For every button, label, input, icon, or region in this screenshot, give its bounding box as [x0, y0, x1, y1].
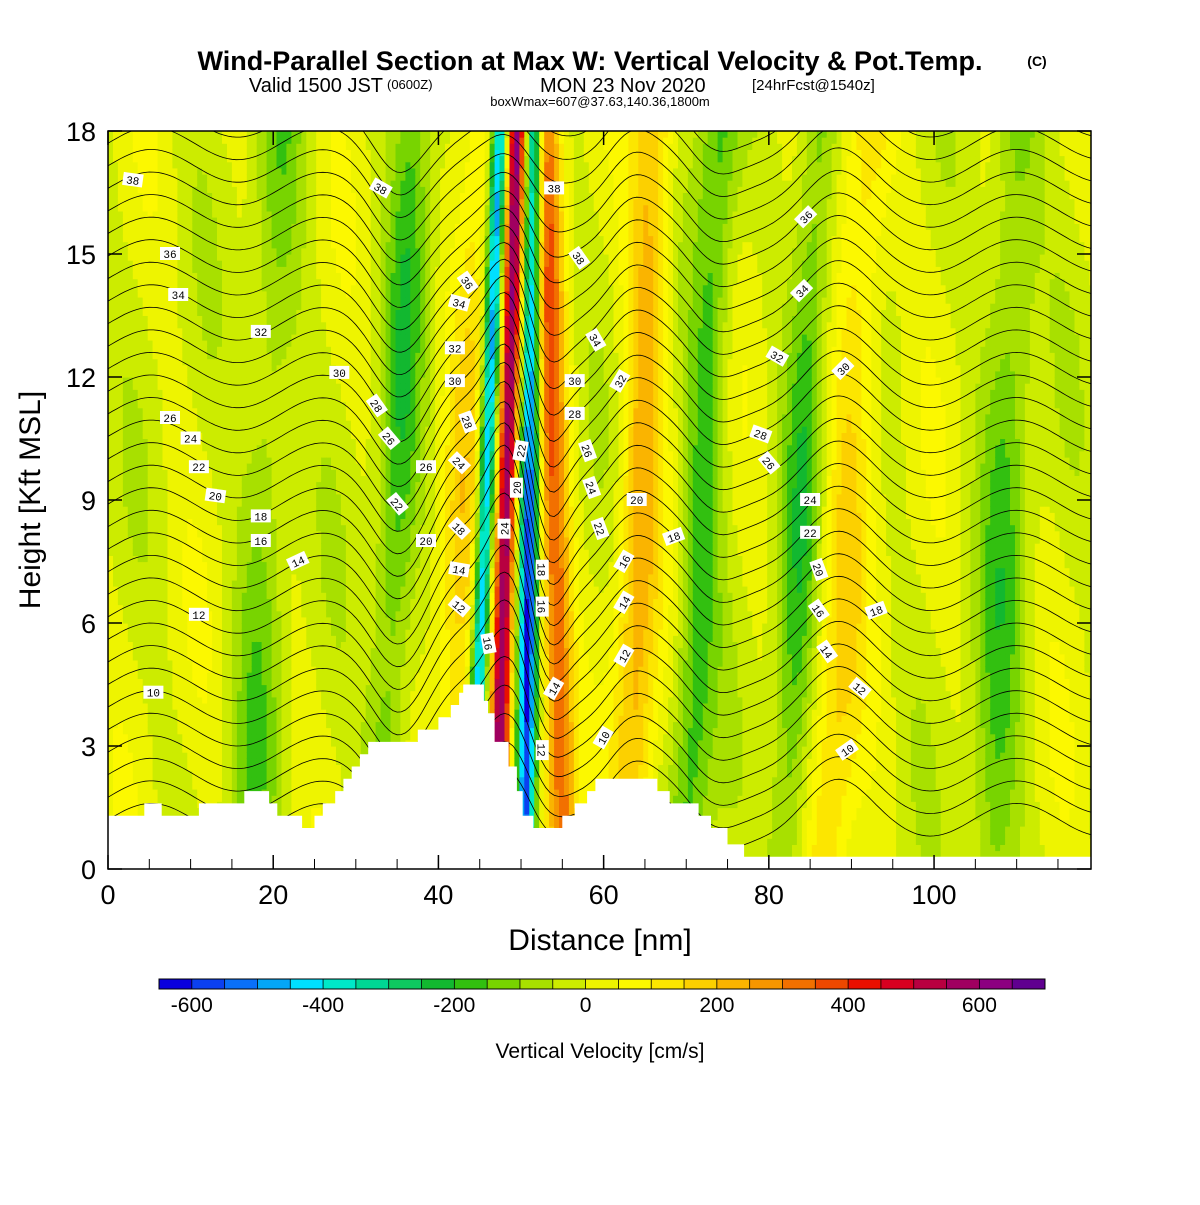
colorbar-ticks: -600 -400 -200 0 200 400 600	[171, 994, 997, 1017]
contour-label: 16	[251, 534, 271, 549]
colorbar-swatch	[717, 979, 750, 989]
colorbar-swatch	[848, 979, 881, 989]
contour-label: 24	[498, 519, 513, 539]
colorbar-swatch	[618, 979, 651, 989]
colorbar-tick-label: -200	[433, 994, 475, 1017]
copyright-mark: (C)	[1027, 53, 1046, 69]
y-tick-label: 9	[81, 486, 96, 516]
y-tick-label: 15	[66, 240, 96, 270]
colorbar-swatch	[356, 979, 389, 989]
colorbar-swatch	[520, 979, 553, 989]
y-axis-label: Height [Kft MSL]	[14, 391, 47, 609]
x-tick-label: 20	[258, 880, 288, 910]
contour-label: 18	[534, 560, 549, 580]
colorbar-swatch	[750, 979, 783, 989]
y-tick-label: 18	[66, 117, 96, 147]
valid-time: Valid 1500 JST	[249, 75, 383, 97]
contour-label: 26	[416, 460, 436, 475]
colorbar-swatch	[979, 979, 1012, 989]
contour-label: 24	[181, 432, 201, 447]
colorbar-tick-label: -400	[302, 994, 344, 1017]
colorbar-swatch	[159, 979, 192, 989]
colorbar-tick-label: 200	[699, 994, 734, 1017]
contour-label: 20	[627, 493, 647, 508]
contour-label: 22	[189, 460, 209, 475]
colorbar-tick-label: -600	[171, 994, 213, 1017]
colorbar-swatch	[914, 979, 947, 989]
contour-label: 38	[544, 181, 564, 196]
colorbar-swatch	[881, 979, 914, 989]
y-tick-label: 6	[81, 609, 96, 639]
colorbar	[159, 979, 1046, 989]
contour-label: 12	[534, 740, 549, 760]
y-tick-label: 12	[66, 363, 96, 393]
contour-label: 24	[800, 493, 820, 508]
colorbar-tick-label: 400	[831, 994, 866, 1017]
contour-label: 38	[122, 172, 144, 190]
colorbar-swatch	[389, 979, 422, 989]
y-tick-label: 0	[81, 855, 96, 885]
colorbar-swatch	[225, 979, 258, 989]
colorbar-label: Vertical Velocity [cm/s]	[496, 1040, 705, 1063]
contour-label: 20	[204, 488, 226, 506]
colorbar-swatch	[684, 979, 717, 989]
x-tick-label: 0	[100, 880, 115, 910]
x-tick-label: 40	[423, 880, 453, 910]
contour-label: 30	[445, 374, 465, 389]
contour-label: 20	[416, 534, 436, 549]
colorbar-swatch	[815, 979, 848, 989]
contour-label: 22	[800, 526, 820, 541]
contour-label: 36	[160, 247, 180, 262]
contour-label: 30	[565, 374, 585, 389]
contour-label: 10	[143, 686, 163, 701]
colorbar-swatch	[947, 979, 980, 989]
contour-label: 20	[510, 478, 525, 498]
contour-label: 30	[329, 366, 349, 381]
contour-label: 18	[251, 509, 271, 524]
colorbar-swatch	[783, 979, 816, 989]
colorbar-swatch	[323, 979, 356, 989]
colorbar-swatch	[487, 979, 520, 989]
x-axis-label: Distance [nm]	[508, 924, 691, 957]
forecast-info: [24hrFcst@1540z]	[752, 77, 875, 94]
chart-title: Wind-Parallel Section at Max W: Vertical…	[198, 46, 983, 76]
contour-label: 12	[189, 608, 209, 623]
contour-label: 28	[565, 407, 585, 422]
contour-label: 16	[534, 597, 549, 617]
colorbar-swatch	[1012, 979, 1045, 989]
colorbar-swatch	[192, 979, 225, 989]
contour-label: 32	[251, 325, 271, 340]
colorbar-swatch	[290, 979, 323, 989]
contour-label: 26	[160, 411, 180, 426]
box-wmax-info: boxWmax=607@37.63,140.36,1800m	[490, 94, 710, 109]
plot-area	[108, 80, 1095, 871]
colorbar-swatch	[454, 979, 487, 989]
colorbar-swatch	[257, 979, 290, 989]
colorbar-tick-label: 600	[962, 994, 997, 1017]
x-tick-label: 100	[912, 880, 957, 910]
contour-label: 34	[168, 288, 188, 303]
colorbar-tick-label: 0	[580, 994, 592, 1017]
x-tick-label: 80	[754, 880, 784, 910]
y-tick-label: 3	[81, 732, 96, 762]
x-tick-label: 60	[589, 880, 619, 910]
colorbar-swatch	[422, 979, 455, 989]
valid-time-z: (0600Z)	[387, 77, 433, 92]
colorbar-swatch	[553, 979, 586, 989]
colorbar-swatch	[586, 979, 619, 989]
colorbar-swatch	[651, 979, 684, 989]
contour-label: 32	[445, 341, 465, 356]
